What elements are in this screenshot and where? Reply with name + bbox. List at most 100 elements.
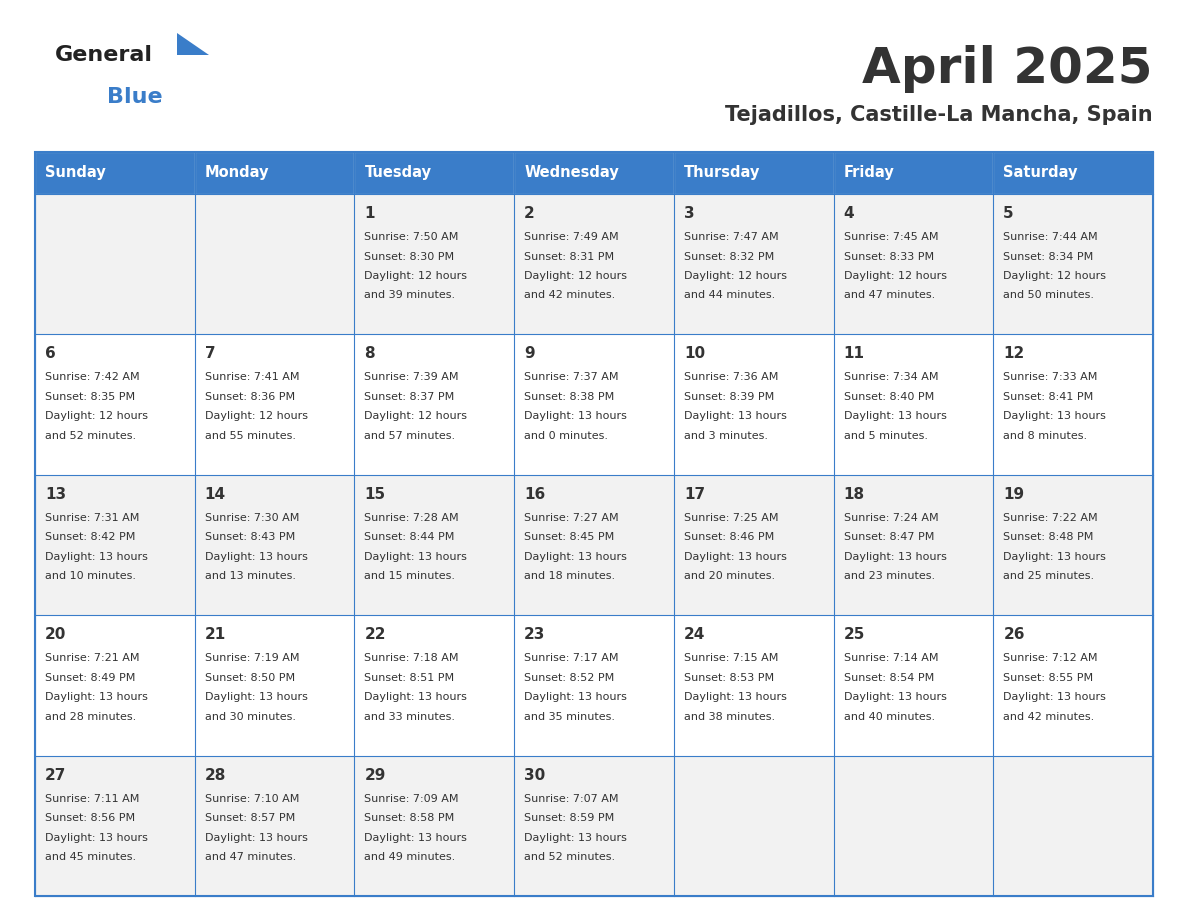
Text: and 33 minutes.: and 33 minutes. — [365, 711, 455, 722]
Text: 2: 2 — [524, 206, 535, 221]
Text: Sunrise: 7:17 AM: Sunrise: 7:17 AM — [524, 654, 619, 663]
Text: Daylight: 12 hours: Daylight: 12 hours — [1004, 271, 1106, 281]
Text: and 10 minutes.: and 10 minutes. — [45, 571, 135, 581]
Bar — [834, 152, 993, 194]
Text: Sunrise: 7:30 AM: Sunrise: 7:30 AM — [204, 513, 299, 522]
Text: Sunset: 8:52 PM: Sunset: 8:52 PM — [524, 673, 614, 683]
Text: 24: 24 — [684, 627, 706, 643]
Text: Sunset: 8:35 PM: Sunset: 8:35 PM — [45, 392, 135, 402]
Text: Sunrise: 7:22 AM: Sunrise: 7:22 AM — [1004, 513, 1098, 522]
Text: Sunday: Sunday — [45, 165, 106, 181]
Text: April 2025: April 2025 — [862, 45, 1154, 93]
Text: Sunrise: 7:07 AM: Sunrise: 7:07 AM — [524, 793, 619, 803]
Text: Daylight: 12 hours: Daylight: 12 hours — [365, 411, 467, 421]
Text: Sunset: 8:57 PM: Sunset: 8:57 PM — [204, 813, 295, 823]
Text: and 49 minutes.: and 49 minutes. — [365, 852, 456, 862]
Text: Daylight: 13 hours: Daylight: 13 hours — [204, 552, 308, 562]
Text: 9: 9 — [524, 346, 535, 362]
Text: and 52 minutes.: and 52 minutes. — [45, 431, 137, 441]
Text: Sunrise: 7:36 AM: Sunrise: 7:36 AM — [684, 373, 778, 383]
Bar — [514, 475, 674, 615]
Text: Daylight: 13 hours: Daylight: 13 hours — [843, 692, 947, 702]
Text: Sunset: 8:49 PM: Sunset: 8:49 PM — [45, 673, 135, 683]
Bar — [674, 152, 834, 194]
Text: and 52 minutes.: and 52 minutes. — [524, 852, 615, 862]
Text: 3: 3 — [684, 206, 695, 221]
Text: Sunrise: 7:25 AM: Sunrise: 7:25 AM — [684, 513, 778, 522]
Text: Daylight: 12 hours: Daylight: 12 hours — [843, 271, 947, 281]
Text: 13: 13 — [45, 487, 67, 502]
Text: 11: 11 — [843, 346, 865, 362]
Polygon shape — [177, 33, 209, 55]
Text: 16: 16 — [524, 487, 545, 502]
Text: Sunset: 8:30 PM: Sunset: 8:30 PM — [365, 252, 455, 262]
Text: Daylight: 13 hours: Daylight: 13 hours — [843, 552, 947, 562]
Text: 7: 7 — [204, 346, 215, 362]
Text: Sunset: 8:33 PM: Sunset: 8:33 PM — [843, 252, 934, 262]
Bar — [674, 194, 834, 334]
Text: Sunset: 8:56 PM: Sunset: 8:56 PM — [45, 813, 135, 823]
Text: 28: 28 — [204, 767, 226, 783]
Bar — [514, 152, 674, 194]
Text: and 8 minutes.: and 8 minutes. — [1004, 431, 1087, 441]
Text: Blue: Blue — [107, 87, 163, 107]
Text: Sunset: 8:40 PM: Sunset: 8:40 PM — [843, 392, 934, 402]
Bar — [34, 334, 195, 475]
Text: and 42 minutes.: and 42 minutes. — [524, 290, 615, 300]
Text: 18: 18 — [843, 487, 865, 502]
Text: 1: 1 — [365, 206, 375, 221]
Text: 29: 29 — [365, 767, 386, 783]
Text: Daylight: 13 hours: Daylight: 13 hours — [365, 833, 467, 843]
Text: Sunset: 8:44 PM: Sunset: 8:44 PM — [365, 532, 455, 543]
Bar — [34, 152, 195, 194]
Text: and 23 minutes.: and 23 minutes. — [843, 571, 935, 581]
Bar — [834, 334, 993, 475]
Text: Daylight: 13 hours: Daylight: 13 hours — [524, 692, 627, 702]
Text: and 57 minutes.: and 57 minutes. — [365, 431, 455, 441]
Bar — [514, 756, 674, 896]
Text: Sunrise: 7:41 AM: Sunrise: 7:41 AM — [204, 373, 299, 383]
Text: Sunset: 8:54 PM: Sunset: 8:54 PM — [843, 673, 934, 683]
Text: Daylight: 13 hours: Daylight: 13 hours — [1004, 552, 1106, 562]
Bar — [993, 194, 1154, 334]
Text: 25: 25 — [843, 627, 865, 643]
Text: Sunset: 8:37 PM: Sunset: 8:37 PM — [365, 392, 455, 402]
Text: Daylight: 13 hours: Daylight: 13 hours — [684, 692, 786, 702]
Text: Sunset: 8:53 PM: Sunset: 8:53 PM — [684, 673, 775, 683]
Text: and 40 minutes.: and 40 minutes. — [843, 711, 935, 722]
Bar — [354, 334, 514, 475]
Text: 17: 17 — [684, 487, 704, 502]
Text: Sunset: 8:47 PM: Sunset: 8:47 PM — [843, 532, 934, 543]
Text: Sunset: 8:55 PM: Sunset: 8:55 PM — [1004, 673, 1093, 683]
Text: and 55 minutes.: and 55 minutes. — [204, 431, 296, 441]
Bar — [354, 756, 514, 896]
Text: Sunrise: 7:34 AM: Sunrise: 7:34 AM — [843, 373, 939, 383]
Bar — [834, 194, 993, 334]
Text: Daylight: 13 hours: Daylight: 13 hours — [524, 833, 627, 843]
Text: Sunset: 8:41 PM: Sunset: 8:41 PM — [1004, 392, 1093, 402]
Text: Tuesday: Tuesday — [365, 165, 431, 181]
Text: Sunrise: 7:12 AM: Sunrise: 7:12 AM — [1004, 654, 1098, 663]
Bar — [514, 194, 674, 334]
Bar — [514, 334, 674, 475]
Text: Sunset: 8:36 PM: Sunset: 8:36 PM — [204, 392, 295, 402]
Bar — [514, 615, 674, 756]
Text: Sunrise: 7:10 AM: Sunrise: 7:10 AM — [204, 793, 299, 803]
Text: Sunrise: 7:42 AM: Sunrise: 7:42 AM — [45, 373, 140, 383]
Text: Sunset: 8:50 PM: Sunset: 8:50 PM — [204, 673, 295, 683]
Bar — [834, 756, 993, 896]
Bar — [354, 475, 514, 615]
Bar — [993, 615, 1154, 756]
Text: Sunrise: 7:15 AM: Sunrise: 7:15 AM — [684, 654, 778, 663]
Text: and 18 minutes.: and 18 minutes. — [524, 571, 615, 581]
Text: General: General — [55, 45, 153, 65]
Text: Sunrise: 7:50 AM: Sunrise: 7:50 AM — [365, 232, 459, 242]
Bar — [34, 194, 195, 334]
Text: Sunrise: 7:33 AM: Sunrise: 7:33 AM — [1004, 373, 1098, 383]
Text: and 44 minutes.: and 44 minutes. — [684, 290, 775, 300]
Text: Sunset: 8:48 PM: Sunset: 8:48 PM — [1004, 532, 1094, 543]
Text: and 35 minutes.: and 35 minutes. — [524, 711, 615, 722]
Text: and 38 minutes.: and 38 minutes. — [684, 711, 775, 722]
Text: Daylight: 12 hours: Daylight: 12 hours — [365, 271, 467, 281]
Text: and 50 minutes.: and 50 minutes. — [1004, 290, 1094, 300]
